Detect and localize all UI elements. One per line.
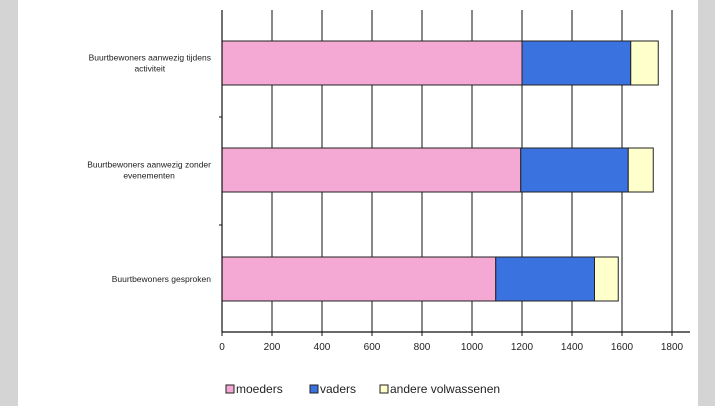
x-tick-label-1800: 1800 — [661, 342, 684, 353]
legend-swatch-vaders — [309, 384, 319, 394]
category-label-line: evenementen — [123, 171, 175, 181]
x-tick-label-1200: 1200 — [511, 342, 534, 353]
category-label-2: Buurtbewoners gesproken — [112, 274, 212, 284]
bar-moeders-0 — [221, 40, 523, 86]
bar-andere-volwassenen-1 — [627, 147, 654, 193]
category-label-1: Buurtbewoners aanwezig zonder evenementen — [87, 160, 211, 181]
x-tick-label-200: 200 — [264, 342, 281, 353]
bar-moeders-2 — [221, 256, 497, 302]
x-tick-label-1400: 1400 — [561, 342, 584, 353]
legend-label-andere-volwassenen: andere volwassenen — [390, 382, 500, 396]
x-tick-label-600: 600 — [364, 342, 381, 353]
x-tick-label-400: 400 — [314, 342, 331, 353]
bar-vaders-2 — [495, 256, 595, 302]
axes: 0 200 400 600 800 1000 1200 1400 1600 1800 — [219, 10, 690, 353]
bar-andere-volwassenen-2 — [594, 256, 619, 302]
category-label-line: Buurtbewoners aanwezig zonder — [87, 160, 211, 170]
legend-label-moeders: moeders — [236, 382, 283, 396]
legend-swatch-andere-volwassenen — [379, 384, 389, 394]
category-labels: Buurtbewoners aanwezig tijdens activiteit… — [87, 53, 211, 285]
x-tick-label-1600: 1600 — [611, 342, 634, 353]
x-tick-label-800: 800 — [414, 342, 431, 353]
x-tick-label-0: 0 — [219, 342, 225, 353]
category-label-line: Buurtbewoners gesproken — [112, 274, 212, 284]
bar-vaders-1 — [520, 147, 629, 193]
bar-vaders-0 — [521, 40, 632, 86]
bar-andere-volwassenen-0 — [630, 40, 659, 86]
x-tick-label-1000: 1000 — [461, 342, 484, 353]
legend: moeders vaders andere volwassenen — [225, 382, 500, 396]
bars — [221, 40, 659, 302]
legend-swatch-moeders — [225, 384, 235, 394]
category-label-line: Buurtbewoners aanwezig tijdens — [89, 53, 211, 63]
category-label-0: Buurtbewoners aanwezig tijdens activiteit — [89, 53, 211, 74]
bar-moeders-1 — [221, 147, 522, 193]
legend-label-vaders: vaders — [320, 382, 356, 396]
category-label-line: activiteit — [134, 64, 165, 74]
